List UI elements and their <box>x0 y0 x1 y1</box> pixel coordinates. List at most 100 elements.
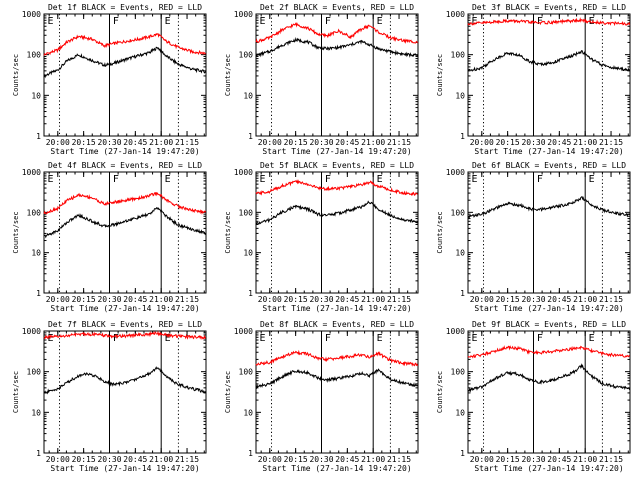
events-series-line <box>467 363 631 393</box>
lld-series-line <box>43 192 207 215</box>
x-tick-label: 20:00 <box>46 138 70 147</box>
region-tag: E <box>165 16 171 27</box>
y-tick-label: 1 <box>36 132 41 141</box>
x-tick-label: 20:30 <box>521 455 545 464</box>
region-tag: E <box>259 333 265 344</box>
y-tick-label: 10 <box>243 249 253 258</box>
region-tag: E <box>165 333 171 344</box>
region-tag: F <box>537 174 543 185</box>
x-tick-label: 21:00 <box>361 295 385 304</box>
y-tick-label: 10 <box>455 408 465 417</box>
x-tick-label: 20:45 <box>335 295 359 304</box>
x-tick-label: 20:45 <box>335 455 359 464</box>
region-tag: E <box>589 16 595 27</box>
x-tick-label: 20:15 <box>496 295 520 304</box>
y-tick-label: 100 <box>239 51 254 60</box>
region-tag: E <box>377 16 383 27</box>
events-series-line <box>43 206 207 239</box>
x-tick-label: 21:00 <box>573 138 597 147</box>
y-tick-label: 1 <box>248 132 253 141</box>
x-tick-label: 21:15 <box>599 295 623 304</box>
y-axis-label: Counts/sec <box>224 371 232 413</box>
x-axis-label: Start Time (27-Jan-14 19:47:20) <box>262 147 411 156</box>
x-tick-label: 21:15 <box>387 138 411 147</box>
region-tag: F <box>537 16 543 27</box>
y-tick-label: 1 <box>460 449 465 458</box>
detector-panel: Det 9f BLACK = Events, RED = LLD 1 10 100 10… <box>436 320 631 473</box>
x-tick-label: 20:30 <box>309 295 333 304</box>
plot-frame <box>255 171 419 294</box>
y-tick-label: 1000 <box>446 168 465 177</box>
x-tick-label: 21:00 <box>361 455 385 464</box>
plot-frame <box>467 330 631 454</box>
x-tick-label: 21:00 <box>149 295 173 304</box>
plot-frame <box>43 330 207 454</box>
y-tick-label: 1 <box>460 289 465 298</box>
y-tick-label: 100 <box>27 208 42 217</box>
x-tick-label: 21:15 <box>175 295 199 304</box>
y-axis-label: Counts/sec <box>436 211 444 253</box>
x-tick-label: 21:15 <box>175 455 199 464</box>
lld-series-line <box>467 17 631 27</box>
region-tag: F <box>113 333 119 344</box>
x-tick-label: 20:00 <box>258 295 282 304</box>
region-tag: E <box>471 333 477 344</box>
x-tick-label: 21:00 <box>361 138 385 147</box>
x-tick-label: 20:45 <box>547 138 571 147</box>
y-tick-label: 10 <box>31 91 41 100</box>
events-series-line <box>43 46 207 79</box>
lld-series-line <box>255 22 419 44</box>
detector-panel: Det 1f BLACK = Events, RED = LLD 1 10 100 10… <box>12 3 207 156</box>
x-tick-label: 20:00 <box>46 455 70 464</box>
x-axis-label: Start Time (27-Jan-14 19:47:20) <box>50 464 199 473</box>
x-axis-label: Start Time (27-Jan-14 19:47:20) <box>474 464 623 473</box>
panel-title: Det 5f BLACK = Events, RED = LLD <box>260 161 414 170</box>
y-tick-label: 100 <box>239 208 254 217</box>
x-axis-label: Start Time (27-Jan-14 19:47:20) <box>262 304 411 313</box>
events-series-line <box>255 36 419 58</box>
x-tick-label: 20:15 <box>72 455 96 464</box>
panel-title: Det 6f BLACK = Events, RED = LLD <box>472 161 626 170</box>
y-tick-label: 1000 <box>234 168 253 177</box>
y-tick-label: 1000 <box>234 327 253 336</box>
x-tick-label: 20:00 <box>470 295 494 304</box>
x-tick-label: 20:45 <box>335 138 359 147</box>
y-tick-label: 1000 <box>22 10 41 19</box>
lld-series-line <box>43 32 207 56</box>
region-tag: E <box>589 174 595 185</box>
detector-panel: Det 6f BLACK = Events, RED = LLD 1 10 100 10… <box>436 161 631 313</box>
events-series-line <box>43 366 207 395</box>
y-axis-label: Counts/sec <box>436 371 444 413</box>
region-tag: F <box>113 174 119 185</box>
x-tick-label: 21:15 <box>387 455 411 464</box>
x-tick-label: 20:30 <box>97 295 121 304</box>
region-tag: F <box>325 174 331 185</box>
detector-panel: Det 4f BLACK = Events, RED = LLD 1 10 100 10… <box>12 161 207 313</box>
x-tick-label: 20:45 <box>123 455 147 464</box>
x-axis-label: Start Time (27-Jan-14 19:47:20) <box>474 147 623 156</box>
plot-frame <box>255 330 419 454</box>
x-tick-label: 20:45 <box>123 138 147 147</box>
y-tick-label: 1 <box>248 449 253 458</box>
y-tick-label: 1000 <box>22 168 41 177</box>
region-tag: E <box>377 174 383 185</box>
x-axis-label: Start Time (27-Jan-14 19:47:20) <box>262 464 411 473</box>
y-tick-label: 10 <box>31 249 41 258</box>
region-tag: E <box>165 174 171 185</box>
x-tick-label: 20:00 <box>470 138 494 147</box>
x-tick-label: 20:00 <box>470 455 494 464</box>
x-tick-label: 20:45 <box>547 455 571 464</box>
x-tick-label: 20:00 <box>258 138 282 147</box>
detector-panel: Det 7f BLACK = Events, RED = LLD 1 10 100 10… <box>12 320 207 473</box>
events-series-line <box>255 200 419 225</box>
y-tick-label: 1 <box>36 449 41 458</box>
y-tick-label: 10 <box>243 408 253 417</box>
x-axis-label: Start Time (27-Jan-14 19:47:20) <box>50 304 199 313</box>
x-tick-label: 20:30 <box>521 138 545 147</box>
x-tick-label: 21:15 <box>599 138 623 147</box>
y-axis-label: Counts/sec <box>436 54 444 96</box>
plot-frame <box>467 171 631 294</box>
events-series-line <box>467 49 631 72</box>
x-tick-label: 20:15 <box>496 455 520 464</box>
detector-panel: Det 3f BLACK = Events, RED = LLD 1 10 100 10… <box>436 3 631 156</box>
